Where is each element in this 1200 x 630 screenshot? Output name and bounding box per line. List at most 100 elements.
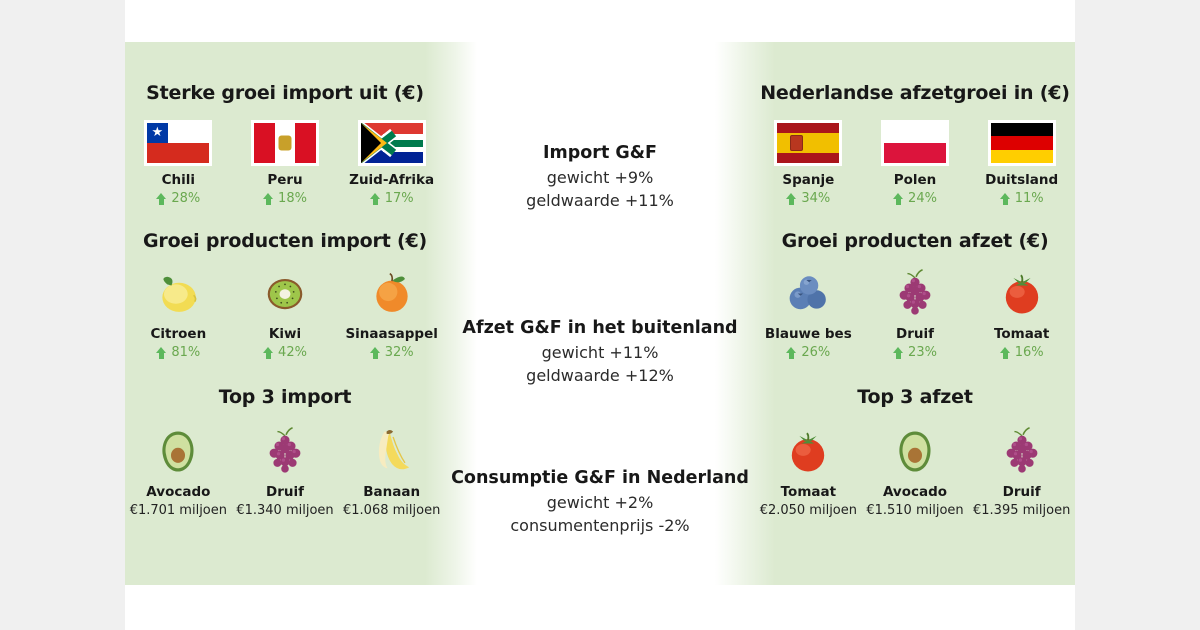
growth-badge: 34% — [786, 191, 830, 206]
center-block-title: Afzet G&F in het buitenland — [462, 318, 738, 338]
list-item: Blauwe bes 26% — [755, 266, 862, 360]
item-label: Spanje — [782, 172, 835, 188]
arrow-up-icon — [999, 192, 1011, 205]
center-block-1: Import G&F gewicht +9% geldwaarde +11% — [445, 142, 755, 212]
list-item: Peru 18% — [232, 120, 339, 206]
growth-badge: 28% — [156, 191, 200, 206]
item-label: Chili — [161, 172, 196, 188]
item-label: Sinaasappel — [345, 326, 438, 342]
list-item: Avocado €1.510 miljoen — [862, 424, 969, 518]
growth-percent: 24% — [908, 191, 937, 206]
list-item: Druif €1.395 miljoen — [968, 424, 1075, 518]
section-items: ★ Chili 28% Peru 18% Zuid-Afrika 17% — [125, 120, 445, 206]
list-item: Sinaasappel 32% — [338, 266, 445, 360]
orange-icon — [365, 266, 419, 320]
item-label: Druif — [896, 326, 934, 342]
item-label: Peru — [267, 172, 303, 188]
list-item: Zuid-Afrika 17% — [338, 120, 445, 206]
growth-badge: 42% — [263, 345, 307, 360]
growth-percent: 28% — [171, 191, 201, 206]
center-block-3: Consumptie G&F in Nederland gewicht +2% co… — [445, 467, 755, 537]
arrow-up-icon — [369, 192, 381, 205]
item-value: €1.510 miljoen — [866, 503, 964, 518]
arrow-up-icon — [786, 192, 797, 205]
center-block-line: geldwaarde +12% — [526, 365, 674, 385]
growth-percent: 16% — [1014, 345, 1044, 360]
section-title: Groei producten afzet (€) — [781, 230, 1049, 252]
section-title: Sterke groei import uit (€) — [146, 82, 424, 104]
flag-south-africa-icon — [357, 120, 426, 166]
center-block-2: Afzet G&F in het buitenland gewicht +11% g… — [445, 317, 755, 387]
arrow-up-icon — [786, 346, 797, 359]
list-item: Avocado €1.701 miljoen — [125, 424, 232, 518]
growth-percent: 32% — [384, 345, 414, 360]
section-items: Blauwe bes 26% Druif 23% Tomaat 16% — [755, 266, 1075, 360]
list-item: Duitsland 11% — [968, 120, 1075, 206]
arrow-up-icon — [893, 192, 904, 205]
flag-poland-icon — [881, 120, 949, 166]
infographic-panel: Sterke groei import uit (€) ★ Chili 28% Peru… — [125, 42, 1075, 585]
list-item: Tomaat 16% — [968, 266, 1075, 360]
growth-percent: 11% — [1014, 191, 1044, 206]
section-title: Top 3 afzet — [857, 386, 973, 408]
section-items: Avocado €1.701 miljoen Druif €1.340 miljoen… — [125, 424, 445, 518]
list-item: Banaan €1.068 miljoen — [338, 424, 445, 518]
list-item: Druif €1.340 miljoen — [232, 424, 339, 518]
section-items: Tomaat €2.050 miljoen Avocado €1.510 miljoe… — [755, 424, 1075, 518]
left_column-section-3: Top 3 import Avocado €1.701 miljoen Druif €1… — [125, 386, 445, 518]
arrow-up-icon — [156, 192, 167, 205]
arrow-up-icon — [263, 346, 274, 359]
tomato-icon — [995, 266, 1049, 320]
growth-badge: 17% — [369, 191, 414, 206]
center-column: Import G&F gewicht +9% geldwaarde +11% Afze… — [445, 42, 755, 537]
item-label: Zuid-Afrika — [349, 172, 435, 188]
growth-badge: 32% — [369, 345, 414, 360]
arrow-up-icon — [156, 346, 167, 359]
item-label: Avocado — [146, 484, 211, 500]
growth-badge: 81% — [156, 345, 200, 360]
list-item: ★ Chili 28% — [125, 120, 232, 206]
flag-peru-icon — [251, 120, 319, 166]
item-label: Duitsland — [985, 172, 1059, 188]
list-item: Polen 24% — [862, 120, 969, 206]
arrow-up-icon — [893, 346, 904, 359]
center-block-line: geldwaarde +11% — [526, 190, 674, 210]
growth-badge: 16% — [999, 345, 1044, 360]
growth-badge: 11% — [999, 191, 1044, 206]
section-items: Citroen 81% Kiwi 42% Sinaasappel 32% — [125, 266, 445, 360]
item-value: €1.701 miljoen — [129, 503, 227, 518]
center-block-title: Consumptie G&F in Nederland — [451, 468, 749, 488]
arrow-up-icon — [263, 192, 274, 205]
growth-percent: 17% — [384, 191, 414, 206]
center-block-line: consumentenprijs -2% — [510, 515, 690, 535]
flag-chile-icon: ★ — [144, 120, 213, 166]
blueberry-icon — [781, 266, 835, 320]
item-value: €1.395 miljoen — [973, 503, 1071, 518]
tomato-icon — [781, 424, 835, 478]
section-title: Nederlandse afzetgroei in (€) — [760, 82, 1070, 104]
left_column-section-2: Groei producten import (€) Citroen 81% Kiwi… — [125, 230, 445, 360]
flag-germany-icon — [987, 120, 1056, 166]
center-block-title: Import G&F — [543, 143, 657, 163]
left_column-section-1: Sterke groei import uit (€) ★ Chili 28% Peru… — [125, 82, 445, 206]
center-block-line: gewicht +11% — [541, 342, 659, 362]
list-item: Kiwi 42% — [232, 266, 339, 360]
grapes-icon — [258, 424, 312, 478]
growth-percent: 23% — [908, 345, 937, 360]
kiwi-icon — [258, 266, 312, 320]
section-items: Spanje 34% Polen 24% Duitsland 11% — [755, 120, 1075, 206]
item-value: €1.068 miljoen — [343, 503, 441, 518]
item-label: Tomaat — [780, 484, 837, 500]
grapes-icon — [888, 266, 942, 320]
list-item: Tomaat €2.050 miljoen — [755, 424, 862, 518]
growth-percent: 18% — [278, 191, 307, 206]
item-label: Druif — [1002, 484, 1041, 500]
growth-percent: 26% — [801, 345, 831, 360]
item-label: Tomaat — [993, 326, 1050, 342]
item-label: Blauwe bes — [764, 326, 852, 342]
list-item: Citroen 81% — [125, 266, 232, 360]
right_column-section-3: Top 3 afzet Tomaat €2.050 miljoen Avocado €1… — [755, 386, 1075, 518]
center-block-line: gewicht +9% — [546, 167, 654, 187]
flag-spain-icon — [774, 120, 843, 166]
